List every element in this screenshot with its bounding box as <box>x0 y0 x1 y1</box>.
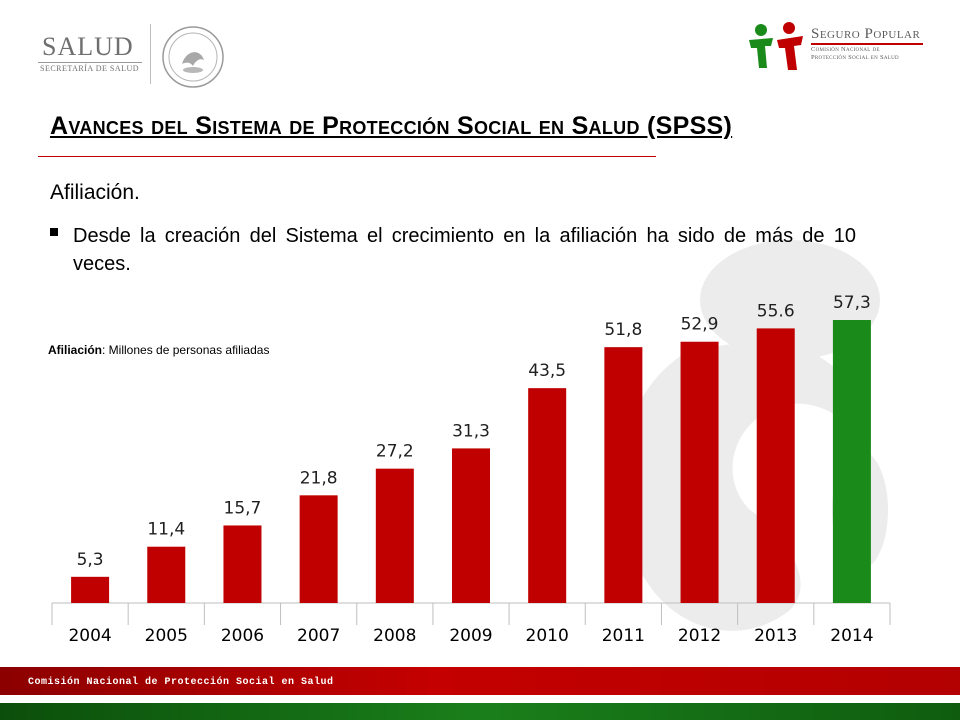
tick-label-2006: 2006 <box>221 626 264 646</box>
tick-label-2012: 2012 <box>678 626 721 646</box>
footer-bar <box>0 667 960 695</box>
data-label-2010: 43,5 <box>528 361 566 381</box>
footer-green-strip <box>0 703 960 720</box>
chart-note-text: : Millones de personas afiliadas <box>102 343 270 357</box>
tick-label-2014: 2014 <box>830 626 873 646</box>
data-label-2006: 15,7 <box>224 498 262 518</box>
bullet-square-icon <box>50 228 58 236</box>
bar-2004 <box>71 576 110 603</box>
chart-note: Afiliación: Millones de personas afiliad… <box>48 343 269 357</box>
bar-2012 <box>680 341 719 603</box>
data-label-2004: 5,3 <box>77 550 104 570</box>
data-label-2009: 31,3 <box>452 421 490 441</box>
national-seal-icon <box>162 26 224 88</box>
slide-title: Avances del Sistema de Protección Social… <box>50 112 733 140</box>
bar-2007 <box>299 495 338 603</box>
salud-logo-rule <box>38 62 142 63</box>
salud-logo-subtitle: SECRETARÍA DE SALUD <box>40 64 140 73</box>
logo-divider <box>150 24 151 84</box>
seguro-popular-logo: Seguro Popular Comisión Nacional de Prot… <box>745 18 935 80</box>
data-label-2008: 27,2 <box>376 442 414 462</box>
seguro-popular-rule <box>811 43 923 45</box>
tick-label-2011: 2011 <box>602 626 645 646</box>
bar-2014 <box>832 320 871 603</box>
bar-2013 <box>756 328 795 603</box>
bullet-text: Desde la creación del Sistema el crecimi… <box>73 225 856 275</box>
data-label-2007: 21,8 <box>300 468 338 488</box>
bar-2010 <box>528 388 567 603</box>
bar-2006 <box>223 525 262 603</box>
data-label-2011: 51,8 <box>604 320 642 340</box>
tick-label-2008: 2008 <box>373 626 416 646</box>
tick-label-2010: 2010 <box>526 626 569 646</box>
tick-label-2007: 2007 <box>297 626 340 646</box>
title-underline-rule <box>38 156 656 157</box>
chart-note-label: Afiliación <box>48 343 103 357</box>
footer-text: Comisión Nacional de Protección Social e… <box>28 677 334 688</box>
section-heading: Afiliación. <box>50 181 140 204</box>
bar-2005 <box>147 546 186 603</box>
data-label-2013: 55.6 <box>757 301 795 321</box>
seguro-popular-figures-icon <box>749 22 803 70</box>
seguro-popular-subtitle-line2: Protección Social en Salud <box>811 54 899 61</box>
tick-label-2004: 2004 <box>68 626 111 646</box>
data-label-2005: 11,4 <box>147 520 185 540</box>
seguro-popular-title: Seguro Popular <box>811 26 921 42</box>
tick-label-2009: 2009 <box>449 626 492 646</box>
bar-2009 <box>452 448 490 603</box>
data-label-2012: 52,9 <box>681 315 719 335</box>
tick-label-2005: 2005 <box>145 626 188 646</box>
salud-logo: SALUD SECRETARÍA DE SALUD <box>32 26 142 82</box>
data-label-2014: 57,3 <box>833 293 871 313</box>
tick-label-2013: 2013 <box>754 626 797 646</box>
bar-2011 <box>604 347 643 603</box>
bar-2008 <box>375 468 414 603</box>
salud-logo-word: SALUD <box>42 32 134 61</box>
seguro-popular-subtitle-line1: Comisión Nacional de <box>811 46 880 53</box>
